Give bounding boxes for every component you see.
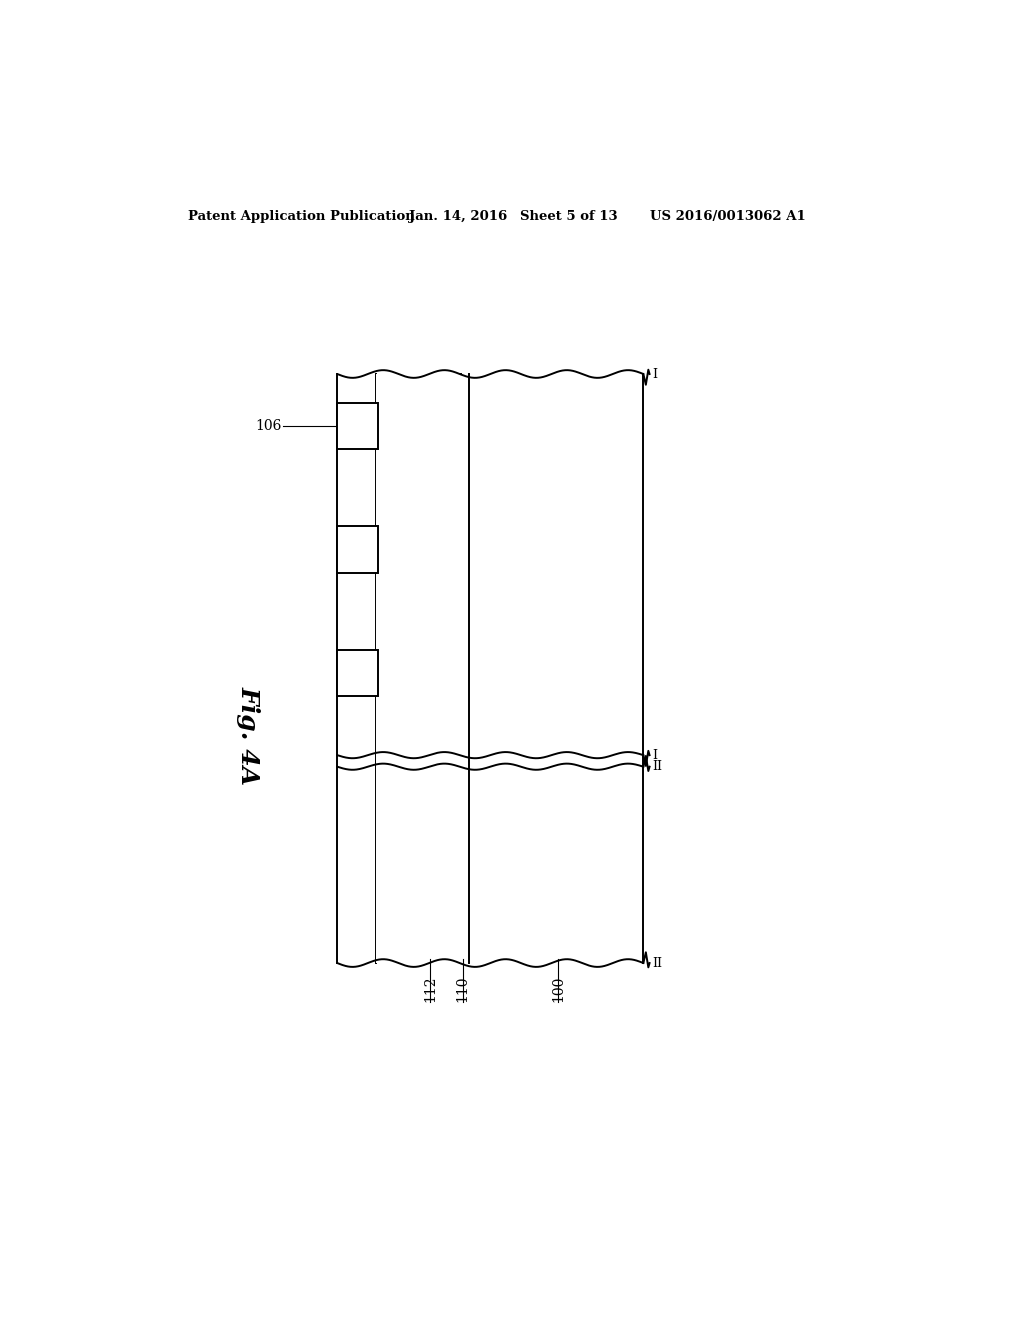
Text: Patent Application Publication: Patent Application Publication — [188, 210, 415, 223]
Text: Sheet 5 of 13: Sheet 5 of 13 — [520, 210, 617, 223]
Bar — [337, 649, 378, 696]
Text: US 2016/0013062 A1: US 2016/0013062 A1 — [649, 210, 805, 223]
Text: 100: 100 — [551, 975, 565, 1002]
Bar — [376, 374, 463, 964]
Bar — [337, 404, 378, 449]
Text: I: I — [652, 367, 657, 380]
Text: 112: 112 — [423, 975, 437, 1002]
Text: II: II — [652, 760, 663, 774]
Text: I: I — [652, 748, 657, 762]
Text: Fig. 4A: Fig. 4A — [237, 686, 260, 785]
Text: II: II — [652, 957, 663, 970]
Bar — [337, 527, 378, 573]
Text: Jan. 14, 2016: Jan. 14, 2016 — [409, 210, 507, 223]
Text: 106: 106 — [255, 420, 282, 433]
Text: 110: 110 — [456, 975, 470, 1002]
